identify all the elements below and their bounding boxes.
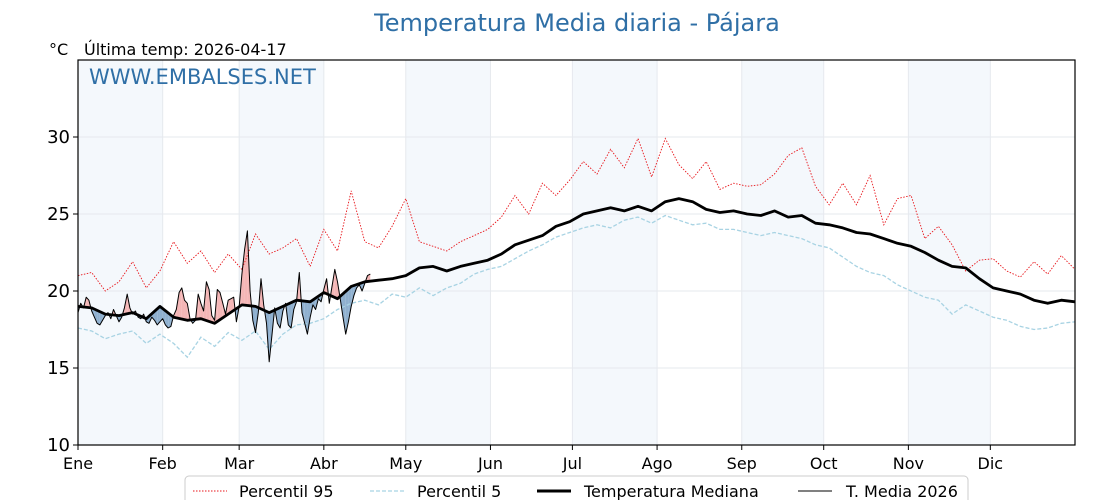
series-line-percentil-95 [77, 137, 1076, 292]
watermark: WWW.EMBALSES.NET [89, 65, 316, 89]
x-tick-label: Dic [978, 454, 1004, 473]
y-tick-label: 10 [47, 435, 70, 456]
legend-label-p95: Percentil 95 [239, 482, 334, 500]
x-tick-label: Mar [224, 454, 255, 473]
anomaly-fill-below [277, 307, 281, 328]
anomaly-fill-below [165, 310, 169, 328]
series-lines [77, 137, 1076, 363]
anomaly-fill-below [301, 300, 305, 324]
month-band-nov [908, 60, 991, 445]
month-bands [78, 60, 991, 445]
x-axis: Ene Feb Mar Abr May Jun Jul Ago Sep Oct Nov Dic [63, 445, 1003, 473]
month-band-ene [78, 60, 163, 445]
anomaly-fill-above [220, 292, 223, 320]
anomaly-fill-above [198, 294, 201, 320]
y-axis-unit-label: °C [49, 40, 68, 59]
chart-title: Temperatura Media diaria - Pájara [373, 9, 780, 37]
legend: Percentil 95 Percentil 5 Temperatura Med… [184, 475, 969, 500]
anomaly-fill-above [200, 303, 204, 320]
x-tick-label: Oct [810, 454, 838, 473]
legend-label-median: Temperatura Mediana [583, 482, 759, 500]
x-tick-label: Feb [149, 454, 177, 473]
x-tick-label: Abr [310, 454, 338, 473]
last-temperature-date: Última temp: 2026-04-17 [84, 40, 287, 59]
anomaly-fill-below [342, 291, 346, 335]
y-tick-label: 25 [47, 204, 70, 225]
anomaly-fill-above [230, 297, 234, 313]
anomaly-fill-above [241, 249, 245, 306]
y-tick-label: 20 [47, 281, 70, 302]
anomaly-fill-above [184, 300, 188, 321]
anomaly-fill-above [181, 287, 185, 320]
anomaly-fill-below [269, 311, 272, 362]
anomaly-fill-above [179, 287, 182, 320]
month-band-mar [239, 60, 324, 445]
anomaly-fill-below [157, 306, 160, 325]
month-band-sep [741, 60, 824, 445]
x-tick-label: Jul [562, 454, 582, 473]
anomaly-fill-above [334, 269, 338, 299]
anomaly-fill-above [217, 289, 221, 322]
anomaly-fill-below [159, 306, 163, 322]
anomaly-fill-below [351, 285, 354, 307]
x-tick-label: Jun [477, 454, 503, 473]
anomaly-fill-above [206, 281, 210, 322]
legend-label-p5: Percentil 5 [417, 482, 501, 500]
x-tick-label: Sep [727, 454, 757, 473]
x-tick-label: Ene [63, 454, 93, 473]
anomaly-fill-below [162, 308, 166, 325]
anomaly-fill-below [94, 309, 98, 324]
y-tick-label: 15 [47, 358, 70, 379]
anomaly-fill-below [288, 302, 292, 328]
x-tick-label: Nov [893, 454, 924, 473]
anomaly-fill-above [228, 298, 231, 315]
anomaly-fill-below [99, 311, 103, 325]
series-line-temperatura-mediana [77, 197, 1076, 325]
anomaly-fill-below [307, 301, 311, 335]
anomaly-fill-below [97, 310, 100, 325]
anomaly-fill-below [252, 306, 256, 333]
anomaly-fill-above [244, 230, 248, 306]
y-axis: 10 15 20 25 30 [47, 127, 78, 456]
month-band-jul [572, 60, 658, 445]
x-tick-label: May [389, 454, 422, 473]
legend-box [184, 475, 969, 500]
anomaly-fill-above [367, 274, 371, 282]
x-tick-label: Ago [642, 454, 673, 473]
anomaly-fill-below [168, 312, 171, 328]
y-tick-label: 30 [47, 127, 70, 148]
month-band-may [405, 60, 491, 445]
series-line-percentil-5 [77, 214, 1076, 359]
plot-frame [77, 59, 1076, 446]
legend-label-current: T. Media 2026 [845, 482, 958, 500]
series-line-t-media-2026 [77, 230, 371, 363]
